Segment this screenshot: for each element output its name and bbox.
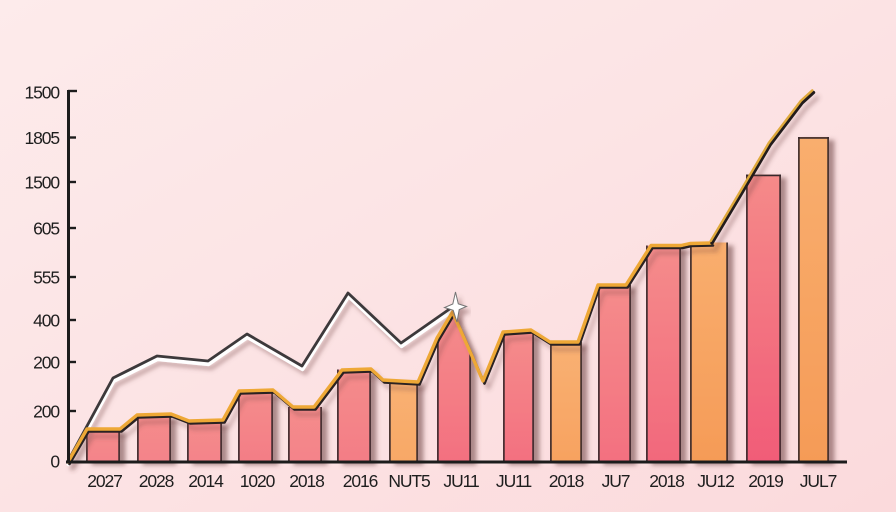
svg-text:2018: 2018 (649, 471, 684, 491)
svg-text:1500: 1500 (24, 83, 60, 103)
svg-text:2014: 2014 (188, 471, 224, 491)
svg-text:JU11: JU11 (443, 471, 479, 491)
svg-text:1020: 1020 (240, 471, 276, 491)
svg-text:400: 400 (33, 311, 60, 331)
svg-text:JU7: JU7 (602, 471, 630, 491)
svg-text:1805: 1805 (24, 128, 59, 148)
svg-text:1500: 1500 (24, 173, 60, 193)
svg-text:JU11: JU11 (496, 471, 532, 491)
svg-text:JUL7: JUL7 (800, 471, 837, 491)
svg-text:2018: 2018 (549, 471, 584, 491)
svg-text:555: 555 (33, 268, 59, 288)
svg-text:200: 200 (33, 402, 60, 422)
svg-text:2018: 2018 (289, 471, 324, 491)
svg-text:JU12: JU12 (697, 471, 734, 491)
svg-text:2027: 2027 (87, 471, 122, 491)
svg-text:0: 0 (50, 452, 60, 472)
svg-text:605: 605 (33, 219, 59, 239)
svg-text:2016: 2016 (343, 471, 378, 491)
svg-text:2028: 2028 (139, 471, 174, 491)
svg-text:200: 200 (33, 353, 60, 373)
svg-text:2019: 2019 (748, 471, 783, 491)
svg-text:NUT5: NUT5 (388, 471, 430, 491)
